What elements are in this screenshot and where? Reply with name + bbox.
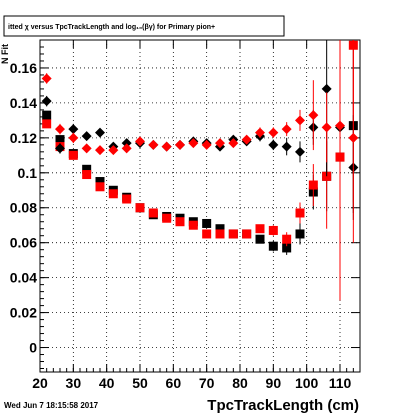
data-point [228, 138, 239, 149]
data-point [215, 229, 225, 239]
data-point [268, 139, 279, 150]
data-series [41, 40, 359, 301]
data-point [281, 124, 292, 135]
y-tick-label: 0.08 [10, 200, 37, 216]
data-point [68, 124, 79, 135]
series-3 [41, 40, 359, 301]
data-point [201, 139, 212, 150]
y-tick-label: 0.16 [10, 60, 37, 76]
data-point [188, 220, 198, 230]
data-point [41, 96, 52, 107]
data-point [308, 110, 319, 121]
data-point [175, 217, 185, 227]
footer-timestamp: Wed Jun 7 18:15:58 2017 [4, 401, 99, 410]
data-point [135, 203, 145, 213]
title-box: itted χ versus TpcTrackLength and log₁₀(… [3, 15, 285, 37]
x-tick-label: 90 [266, 375, 282, 391]
data-point [295, 208, 305, 218]
data-point [81, 131, 92, 142]
data-point [95, 177, 105, 187]
data-point [55, 143, 65, 154]
data-point [108, 189, 118, 199]
x-tick-label: 30 [66, 375, 82, 391]
data-point [82, 170, 92, 180]
y-tick-label: 0 [29, 340, 37, 356]
data-point [42, 110, 52, 120]
data-point [161, 141, 172, 152]
data-point [188, 138, 199, 149]
data-point [268, 127, 279, 138]
data-point [148, 139, 159, 150]
data-point [335, 120, 345, 131]
data-point [108, 145, 119, 156]
data-point [268, 225, 278, 235]
y-tick-label: 0.04 [10, 270, 37, 286]
data-point [321, 122, 332, 133]
x-axis: 20 30 40 50 60 70 80 90 100 110 [32, 40, 361, 391]
x-tick-label: 100 [295, 375, 319, 391]
data-point [95, 145, 105, 156]
data-point [255, 127, 265, 138]
data-point [268, 241, 278, 251]
x-tick-label: 50 [132, 375, 148, 391]
data-point [255, 224, 265, 234]
chart-title: itted χ versus TpcTrackLength and log₁₀(… [8, 24, 215, 31]
y-axis-title: N Fit [0, 44, 10, 64]
data-point [242, 229, 252, 239]
x-tick-label: 20 [32, 375, 48, 391]
y-axis: 0 0.02 0.04 0.06 0.08 0.1 0.12 0.14 0.16 [10, 46, 360, 370]
data-point [135, 136, 145, 147]
data-point [55, 124, 65, 135]
data-point [215, 224, 225, 234]
data-point [82, 164, 92, 174]
data-point [255, 234, 265, 244]
data-point [228, 229, 238, 239]
data-point [282, 243, 292, 253]
data-point [42, 119, 52, 129]
data-point [348, 132, 359, 143]
data-point [241, 134, 252, 145]
y-tick-label: 0.02 [10, 305, 37, 321]
data-point [295, 229, 305, 239]
data-point [162, 213, 172, 223]
data-point [215, 138, 225, 149]
data-point [202, 218, 212, 228]
data-point [308, 180, 318, 190]
data-point [55, 135, 65, 145]
data-point [68, 132, 79, 143]
data-point [295, 115, 305, 126]
y-tick-label: 0.1 [18, 165, 38, 181]
data-point [281, 141, 292, 152]
y-tick-label: 0.14 [10, 95, 37, 111]
title-box-frame [3, 15, 285, 37]
y-tick-label: 0.12 [10, 130, 37, 146]
data-point [41, 73, 52, 84]
data-point [122, 194, 132, 204]
x-tick-label: 40 [99, 375, 115, 391]
data-point [202, 229, 212, 239]
x-axis-title: TpcTrackLength (cm) [207, 397, 359, 414]
data-point [95, 127, 105, 138]
x-tick-label: 110 [329, 375, 352, 391]
data-point [321, 83, 332, 94]
data-point [175, 139, 185, 150]
data-point [295, 146, 305, 157]
x-tick-label: 60 [166, 375, 182, 391]
data-point [148, 208, 158, 218]
data-point [95, 182, 105, 192]
x-tick-label: 70 [199, 375, 215, 391]
data-point [121, 143, 132, 154]
data-point [81, 143, 92, 154]
data-point [282, 234, 292, 244]
grid [40, 40, 360, 372]
x-tick-label: 80 [232, 375, 248, 391]
data-point [68, 150, 78, 160]
y-tick-label: 0.06 [10, 235, 37, 251]
data-point [121, 138, 132, 149]
